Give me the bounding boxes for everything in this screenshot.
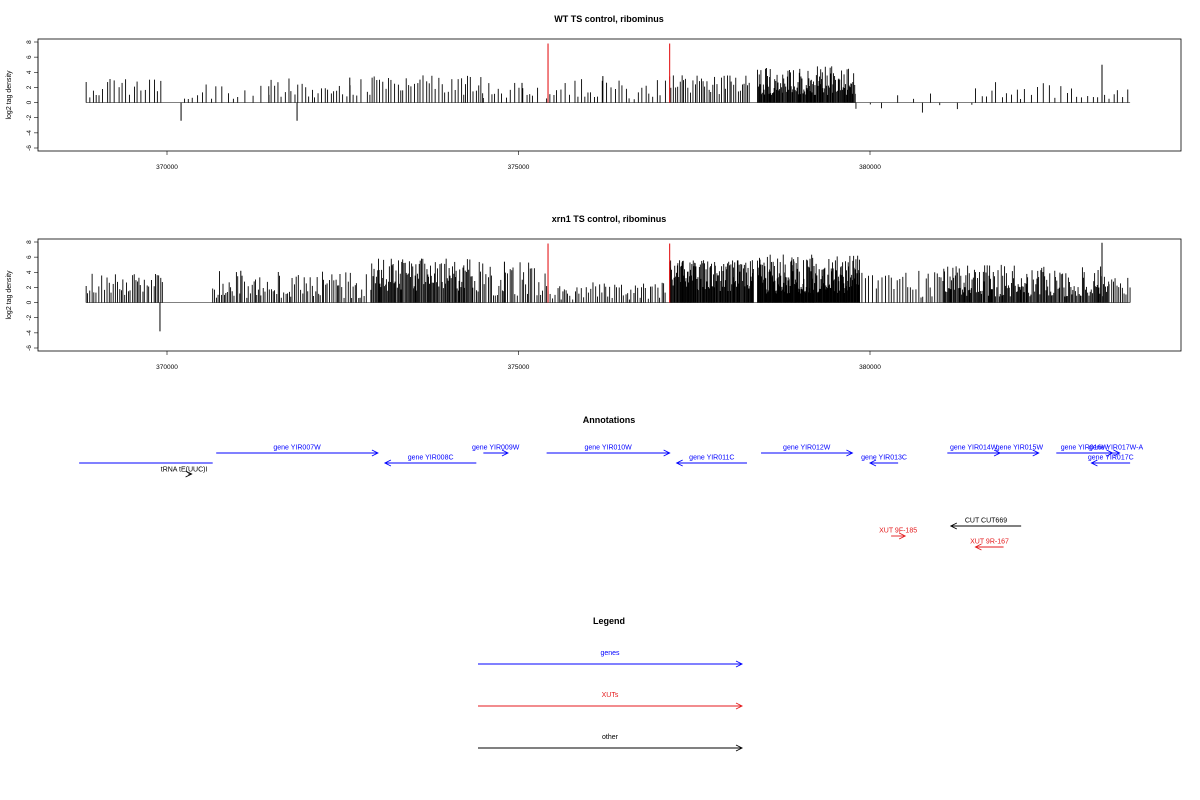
y-tick-label: -2 (26, 314, 33, 320)
legend-item: genes (478, 650, 744, 668)
wt-y-axis-label: log2 tag density (6, 70, 13, 120)
feature-label: gene YIR014W (950, 445, 998, 452)
y-tick-label: 8 (26, 240, 33, 244)
feature-label: gene YIR010W (584, 445, 632, 452)
arrow-head (974, 543, 982, 551)
legend-items: genes XUTs other (478, 650, 744, 752)
annotation-feature: gene YIR011C (675, 455, 747, 467)
wt-track-panel: WT TS control, ribominus log2 tag densit… (6, 14, 1182, 171)
arrow-head (371, 449, 379, 457)
y-tick-label: 2 (26, 85, 33, 89)
wt-track-title: WT TS control, ribominus (554, 14, 664, 24)
arrow-head (675, 459, 683, 467)
annotation-feature: tRNA tE(UUC)I (161, 467, 208, 478)
y-tick-label: 4 (26, 70, 33, 74)
annotation-feature: gene YIR012W (761, 445, 854, 457)
x-tick-label: 375000 (508, 364, 530, 371)
annotation-feature: gene YIR014W (947, 445, 1002, 457)
y-tick-label: -6 (26, 345, 33, 351)
x-tick-label: 370000 (156, 164, 178, 171)
annotation-features: gene YIR007W gene YIR008C gene YIR009W gene… (79, 445, 1143, 551)
feature-label: gene YIR011C (689, 455, 734, 462)
feature-label: gene YIR016W (1061, 445, 1109, 452)
arrow-head (1032, 449, 1040, 457)
y-tick-label: 2 (26, 285, 33, 289)
arrow-head (898, 532, 907, 540)
y-tick-label: 0 (26, 300, 33, 304)
feature-label: CUT CUT669 (965, 518, 1007, 525)
legend-label: XUTs (602, 692, 619, 699)
annotation-feature: XUT 9R-167 (970, 539, 1009, 551)
xrn1-bars (85, 242, 1131, 332)
arrow-head (185, 470, 193, 478)
arrow-head (868, 459, 877, 467)
y-tick-label: 4 (26, 270, 33, 274)
annotation-feature: CUT CUT669 (949, 518, 1022, 530)
arrow-head (1113, 449, 1121, 457)
annotation-feature: gene YIR007W (216, 445, 379, 457)
arrow-head (1090, 459, 1098, 467)
annotation-feature: gene YIR013C (861, 455, 907, 467)
y-tick-label: -4 (26, 330, 33, 336)
wt-x-ticks: 370000 375000 380000 (156, 151, 881, 171)
feature-label: gene YIR009W (472, 445, 520, 452)
x-tick-label: 380000 (859, 364, 881, 371)
arrow-head (735, 702, 744, 710)
annotation-feature: gene YIR017W-A (1089, 445, 1144, 457)
arrow-head (735, 660, 744, 668)
annotation-feature: gene YIR010W (546, 445, 671, 457)
annotation-feature: gene YIR015W (996, 445, 1044, 457)
feature-label: gene YIR013C (861, 455, 907, 462)
annotation-feature: gene YIR008C (383, 455, 477, 467)
arrow-head (383, 459, 392, 467)
annotation-feature: gene YIR017C (1088, 455, 1134, 467)
y-tick-label: -2 (26, 114, 33, 120)
y-tick-label: 8 (26, 40, 33, 44)
wt-plot-frame (37, 38, 1182, 152)
y-tick-label: 6 (26, 255, 33, 259)
feature-label: gene YIR017C (1088, 455, 1134, 462)
y-tick-label: -6 (26, 145, 33, 151)
legend-label: other (602, 734, 619, 741)
arrow-head (663, 449, 671, 457)
x-tick-label: 375000 (508, 164, 530, 171)
feature-label: gene YIR007W (273, 445, 321, 452)
y-tick-label: -4 (26, 130, 33, 136)
legend-item: other (478, 734, 744, 752)
x-tick-label: 380000 (859, 164, 881, 171)
annotation-feature: gene YIR009W (472, 445, 520, 457)
feature-label: gene YIR008C (408, 455, 454, 462)
xrn1-track-title: xrn1 TS control, ribominus (552, 214, 667, 224)
xrn1-track-panel: xrn1 TS control, ribominus log2 tag dens… (6, 214, 1182, 371)
feature-label: XUT 9F-185 (879, 528, 917, 535)
y-tick-label: 0 (26, 100, 33, 104)
y-tick-label: 6 (26, 55, 33, 59)
annotations-title: Annotations (583, 415, 636, 425)
arrow-head (846, 449, 854, 457)
legend-label: genes (600, 650, 620, 657)
x-tick-label: 370000 (156, 364, 178, 371)
wt-bars (85, 43, 1131, 121)
feature-label: XUT 9R-167 (970, 539, 1009, 546)
feature-label: tRNA tE(UUC)I (161, 467, 208, 474)
xrn1-y-axis-label: log2 tag density (6, 270, 13, 320)
xrn1-x-ticks: 370000 375000 380000 (156, 351, 881, 371)
arrow-head (993, 449, 1002, 457)
arrow-head (735, 744, 744, 752)
annotation-feature: XUT 9F-185 (879, 528, 917, 540)
xrn1-y-ticks: -6 -4 -2 0 2 4 6 8 (26, 240, 39, 351)
arrow-head (949, 522, 958, 530)
legend-item: XUTs (478, 692, 744, 710)
feature-label: gene YIR017W-A (1089, 445, 1144, 452)
feature-label: gene YIR012W (783, 445, 831, 452)
wt-y-ticks: -6 -4 -2 0 2 4 6 8 (26, 40, 39, 151)
legend-title: Legend (593, 616, 625, 626)
arrow-head (501, 449, 509, 457)
feature-label: gene YIR015W (996, 445, 1044, 452)
